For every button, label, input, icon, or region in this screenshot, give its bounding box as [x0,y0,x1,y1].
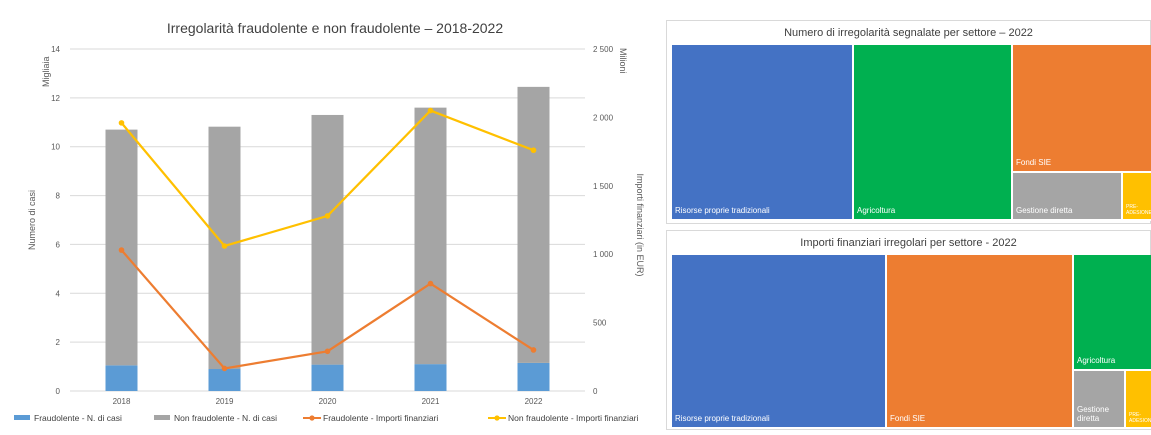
treemap-tile: PRE-ADESIONE [1123,173,1151,221]
line-point [118,247,125,253]
y-left-tick-label: 6 [56,240,61,249]
treemap-count: Risorse proprie tradizionali Agricoltura F… [672,45,1151,221]
legend-label: Non fraudolente - Importi finanziari [508,413,639,423]
bar [517,86,550,363]
x-tick-label: 2020 [319,397,337,406]
y-left-tick-label: 2 [56,338,61,347]
treemap-tile-label: Gestione diretta [1077,405,1110,424]
treemap-tile-label: Agricoltura [857,206,896,216]
treemap-count-title: Numero di irregolarità segnalate per set… [784,27,1033,39]
line-point [221,365,228,372]
y-right-tick-label: 0 [593,387,598,396]
legend-label: Fraudolente - Importi finanziari [323,413,438,423]
y-right-tick-label: 2 000 [593,113,614,122]
bar [414,107,447,365]
x-tick-label: 2022 [525,397,543,406]
bar [517,362,550,391]
treemap-amount-panel: Importi finanziari irregolari per settor… [666,230,1151,430]
bar [414,364,447,391]
line-point [530,147,537,154]
treemap-amount-title: Importi finanziari irregolari per settor… [800,237,1017,249]
treemap-tile: Gestione diretta [1013,173,1123,221]
treemap-tile-label: Gestione diretta [1016,206,1073,216]
line-point [427,107,434,114]
y-right-tick-label: 2 500 [593,45,614,54]
y-left-tick-label: 0 [56,387,61,396]
legend-marker [309,415,315,421]
y-left-tick-label: 4 [56,289,61,298]
treemap-tile-label: Fondi SIE [1016,158,1052,168]
legend-label: Non fraudolente - N. di casi [174,413,277,423]
bar [208,369,241,391]
bar [311,364,344,391]
y-left-tick-label: 12 [51,94,60,103]
line-point [324,213,331,219]
treemap-tile-label: Fondi SIE [890,414,926,424]
y-right-tick-label: 1 000 [593,250,614,259]
legend-label: Fraudolente - N. di casi [34,413,122,423]
y-left-tick-label: 10 [51,143,60,152]
treemap-tile-label: PRE-ADESIONE [1129,412,1151,424]
treemap-tile: Fondi SIE [1013,45,1151,173]
y-left-unit: Migliaia [41,56,51,87]
treemap-tile-label: Risorse proprie tradizionali [675,414,770,424]
legend-swatch [154,415,170,420]
line-point [530,347,537,353]
treemap-tile: Risorse proprie tradizionali [672,45,854,221]
treemap-tile: Risorse proprie tradizionali [672,255,887,429]
treemap-tile: PRE-ADESIONE [1126,371,1151,429]
chart-title: Irregolarità fraudolente e non fraudolen… [167,20,503,36]
y-left-tick-label: 14 [51,45,60,54]
treemap-tile-label: PRE-ADESIONE [1126,204,1151,216]
bar [311,114,344,365]
treemap-tile-label: Agricoltura [1077,356,1116,366]
y-right-tick-label: 1 500 [593,182,614,191]
treemap-count-panel: Numero di irregolarità segnalate per set… [666,20,1151,224]
y-right-unit: Milioni [618,48,628,74]
y-left-tick-label: 8 [56,192,61,201]
treemap-tile: Gestione diretta [1074,371,1126,429]
y-right-axis-label: Importi finanziari (in EUR) [635,173,645,276]
line-point [118,120,125,126]
treemap-tile: Agricoltura [854,45,1013,221]
legend-marker [494,415,500,421]
y-left-axis-label: Numero di casi [27,190,37,250]
legend-swatch [14,415,30,420]
combo-chart: Irregolarità fraudolente e non fraudolen… [14,20,645,423]
x-tick-label: 2021 [422,397,440,406]
treemap-tile-label: Risorse proprie tradizionali [675,206,770,216]
treemap-amount: Risorse proprie tradizionali Fondi SIE Agr… [672,255,1151,429]
line-point [324,348,331,355]
treemap-tile: Fondi SIE [887,255,1074,429]
x-tick-label: 2018 [113,397,131,406]
combo-chart-panel: Irregolarità fraudolente e non fraudolen… [14,20,645,423]
treemap-tile: Agricoltura [1074,255,1151,371]
line-point [221,243,228,249]
line-point [427,280,434,287]
y-right-tick-label: 500 [593,319,607,328]
x-tick-label: 2019 [216,397,234,406]
bar [105,365,138,391]
